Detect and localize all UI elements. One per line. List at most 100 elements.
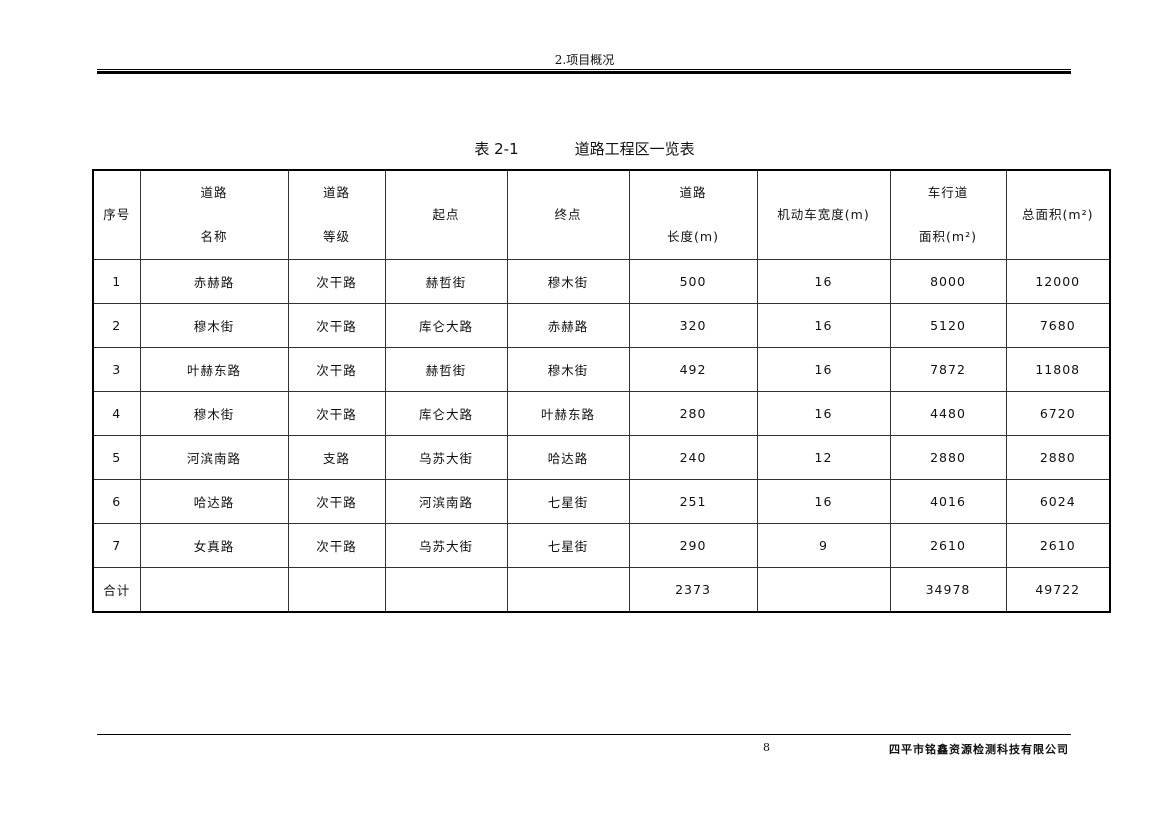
header-text: 起点 [432,207,460,222]
header-text: 总面积(m²) [1022,207,1094,222]
running-header: 2.项目概况 [554,53,615,67]
table-cell: 16 [756,479,891,524]
table-cell: 320 [628,303,758,348]
table-cell: 女真路 [139,523,289,568]
column-header: 道路 长度(m) [628,169,758,260]
table-row: 5 河滨南路 支路 乌苏大街 哈达路 240 12 2880 2880 [92,435,1111,480]
table-cell: 赫哲街 [384,259,508,304]
table-cell: 穆木街 [506,347,630,392]
total-row: 合计 2373 34978 49722 [92,567,1111,613]
table-cell: 穆木街 [139,391,289,436]
table-number: 表 2-1 [474,140,519,158]
table-cell: 280 [628,391,758,436]
table-cell: 七星街 [506,479,630,524]
table-cell: 次干路 [287,347,386,392]
table-cell: 叶赫东路 [506,391,630,436]
table-cell: 2610 [1005,523,1111,568]
table-cell: 6 [92,479,141,524]
table-cell: 12000 [1005,259,1111,304]
table-cell: 251 [628,479,758,524]
table-cell: 6024 [1005,479,1111,524]
table-cell: 次干路 [287,523,386,568]
table-row: 2 穆木街 次干路 库仑大路 赤赫路 320 16 5120 7680 [92,303,1111,348]
table-cell: 1 [92,259,141,304]
table-cell: 4016 [889,479,1007,524]
header-text: 序号 [103,207,131,222]
column-header: 道路 等级 [287,169,386,260]
table-cell: 7 [92,523,141,568]
header-text: 等级 [322,229,350,244]
column-header: 序号 [92,169,141,260]
header-text: 面积(m²) [919,229,977,244]
header-rule-thick [97,71,1071,74]
column-header: 道路 名称 [139,169,289,260]
table-row: 7 女真路 次干路 乌苏大街 七星街 290 9 2610 2610 [92,523,1111,568]
table-cell: 赫哲街 [384,347,508,392]
table-cell: 次干路 [287,479,386,524]
table-cell: 2880 [1005,435,1111,480]
table-cell: 乌苏大街 [384,523,508,568]
table-cell: 七星街 [506,523,630,568]
table-cell: 乌苏大街 [384,435,508,480]
table-cell: 合计 [92,567,141,613]
table-cell: 11808 [1005,347,1111,392]
table-cell: 7872 [889,347,1007,392]
table-row: 6 哈达路 次干路 河滨南路 七星街 251 16 4016 6024 [92,479,1111,524]
table-cell: 5120 [889,303,1007,348]
table-cell: 16 [756,391,891,436]
table-cell: 16 [756,303,891,348]
table-cell: 赤赫路 [506,303,630,348]
table-caption: 表 2-1 道路工程区一览表 [0,138,1169,159]
table-cell: 5 [92,435,141,480]
table-cell: 支路 [287,435,386,480]
table-cell: 492 [628,347,758,392]
column-header: 总面积(m²) [1005,169,1111,260]
table-cell [384,567,508,613]
table-cell [756,567,891,613]
table-cell: 9 [756,523,891,568]
company-name: 四平市铭鑫资源检测科技有限公司 [889,743,1069,756]
column-header: 终点 [506,169,630,260]
header-text: 道路 [200,185,228,200]
table-row: 1 赤赫路 次干路 赫哲街 穆木街 500 16 8000 12000 [92,259,1111,304]
table-cell: 3 [92,347,141,392]
header-text: 终点 [554,207,582,222]
table-title: 道路工程区一览表 [574,140,695,158]
table-cell: 叶赫东路 [139,347,289,392]
table-cell: 赤赫路 [139,259,289,304]
table-cell: 穆木街 [139,303,289,348]
header-text: 道路 [322,185,350,200]
column-header: 起点 [384,169,508,260]
table-cell: 2373 [628,567,758,613]
table-cell: 2 [92,303,141,348]
table-cell [139,567,289,613]
footer-rule [97,734,1071,735]
table-cell: 240 [628,435,758,480]
column-header: 车行道面积(m²) [889,169,1007,260]
table-cell: 河滨南路 [139,435,289,480]
table-cell: 7680 [1005,303,1111,348]
table-cell: 4480 [889,391,1007,436]
header-row: 序号 道路 名称 道路 等级 起点 终点 道路 长度(m) 机动车宽度(m) 车行道 面积(m²) 总面… [92,169,1111,260]
table-cell: 4 [92,391,141,436]
header-text: 道路 [679,185,707,200]
table-cell: 290 [628,523,758,568]
table-cell: 500 [628,259,758,304]
table-cell: 次干路 [287,259,386,304]
table-cell: 次干路 [287,391,386,436]
header-text: 名称 [200,229,228,244]
table-cell: 2610 [889,523,1007,568]
table-cell: 2880 [889,435,1007,480]
table-cell [287,567,386,613]
table-cell: 8000 [889,259,1007,304]
table-row: 4 穆木街 次干路 库仑大路 叶赫东路 280 16 4480 6720 [92,391,1111,436]
table-cell: 河滨南路 [384,479,508,524]
page-number: 8 [763,741,770,754]
table-cell: 16 [756,347,891,392]
table-cell: 穆木街 [506,259,630,304]
road-table: 序号 道路 名称 道路 等级 起点 终点 道路 长度(m) 机动车宽度(m) 车行道 面积(m²) 总面… [92,169,1111,613]
table-cell: 库仑大路 [384,391,508,436]
header-text: 车行道 [927,185,969,200]
column-header: 机动车宽度(m) [756,169,891,260]
